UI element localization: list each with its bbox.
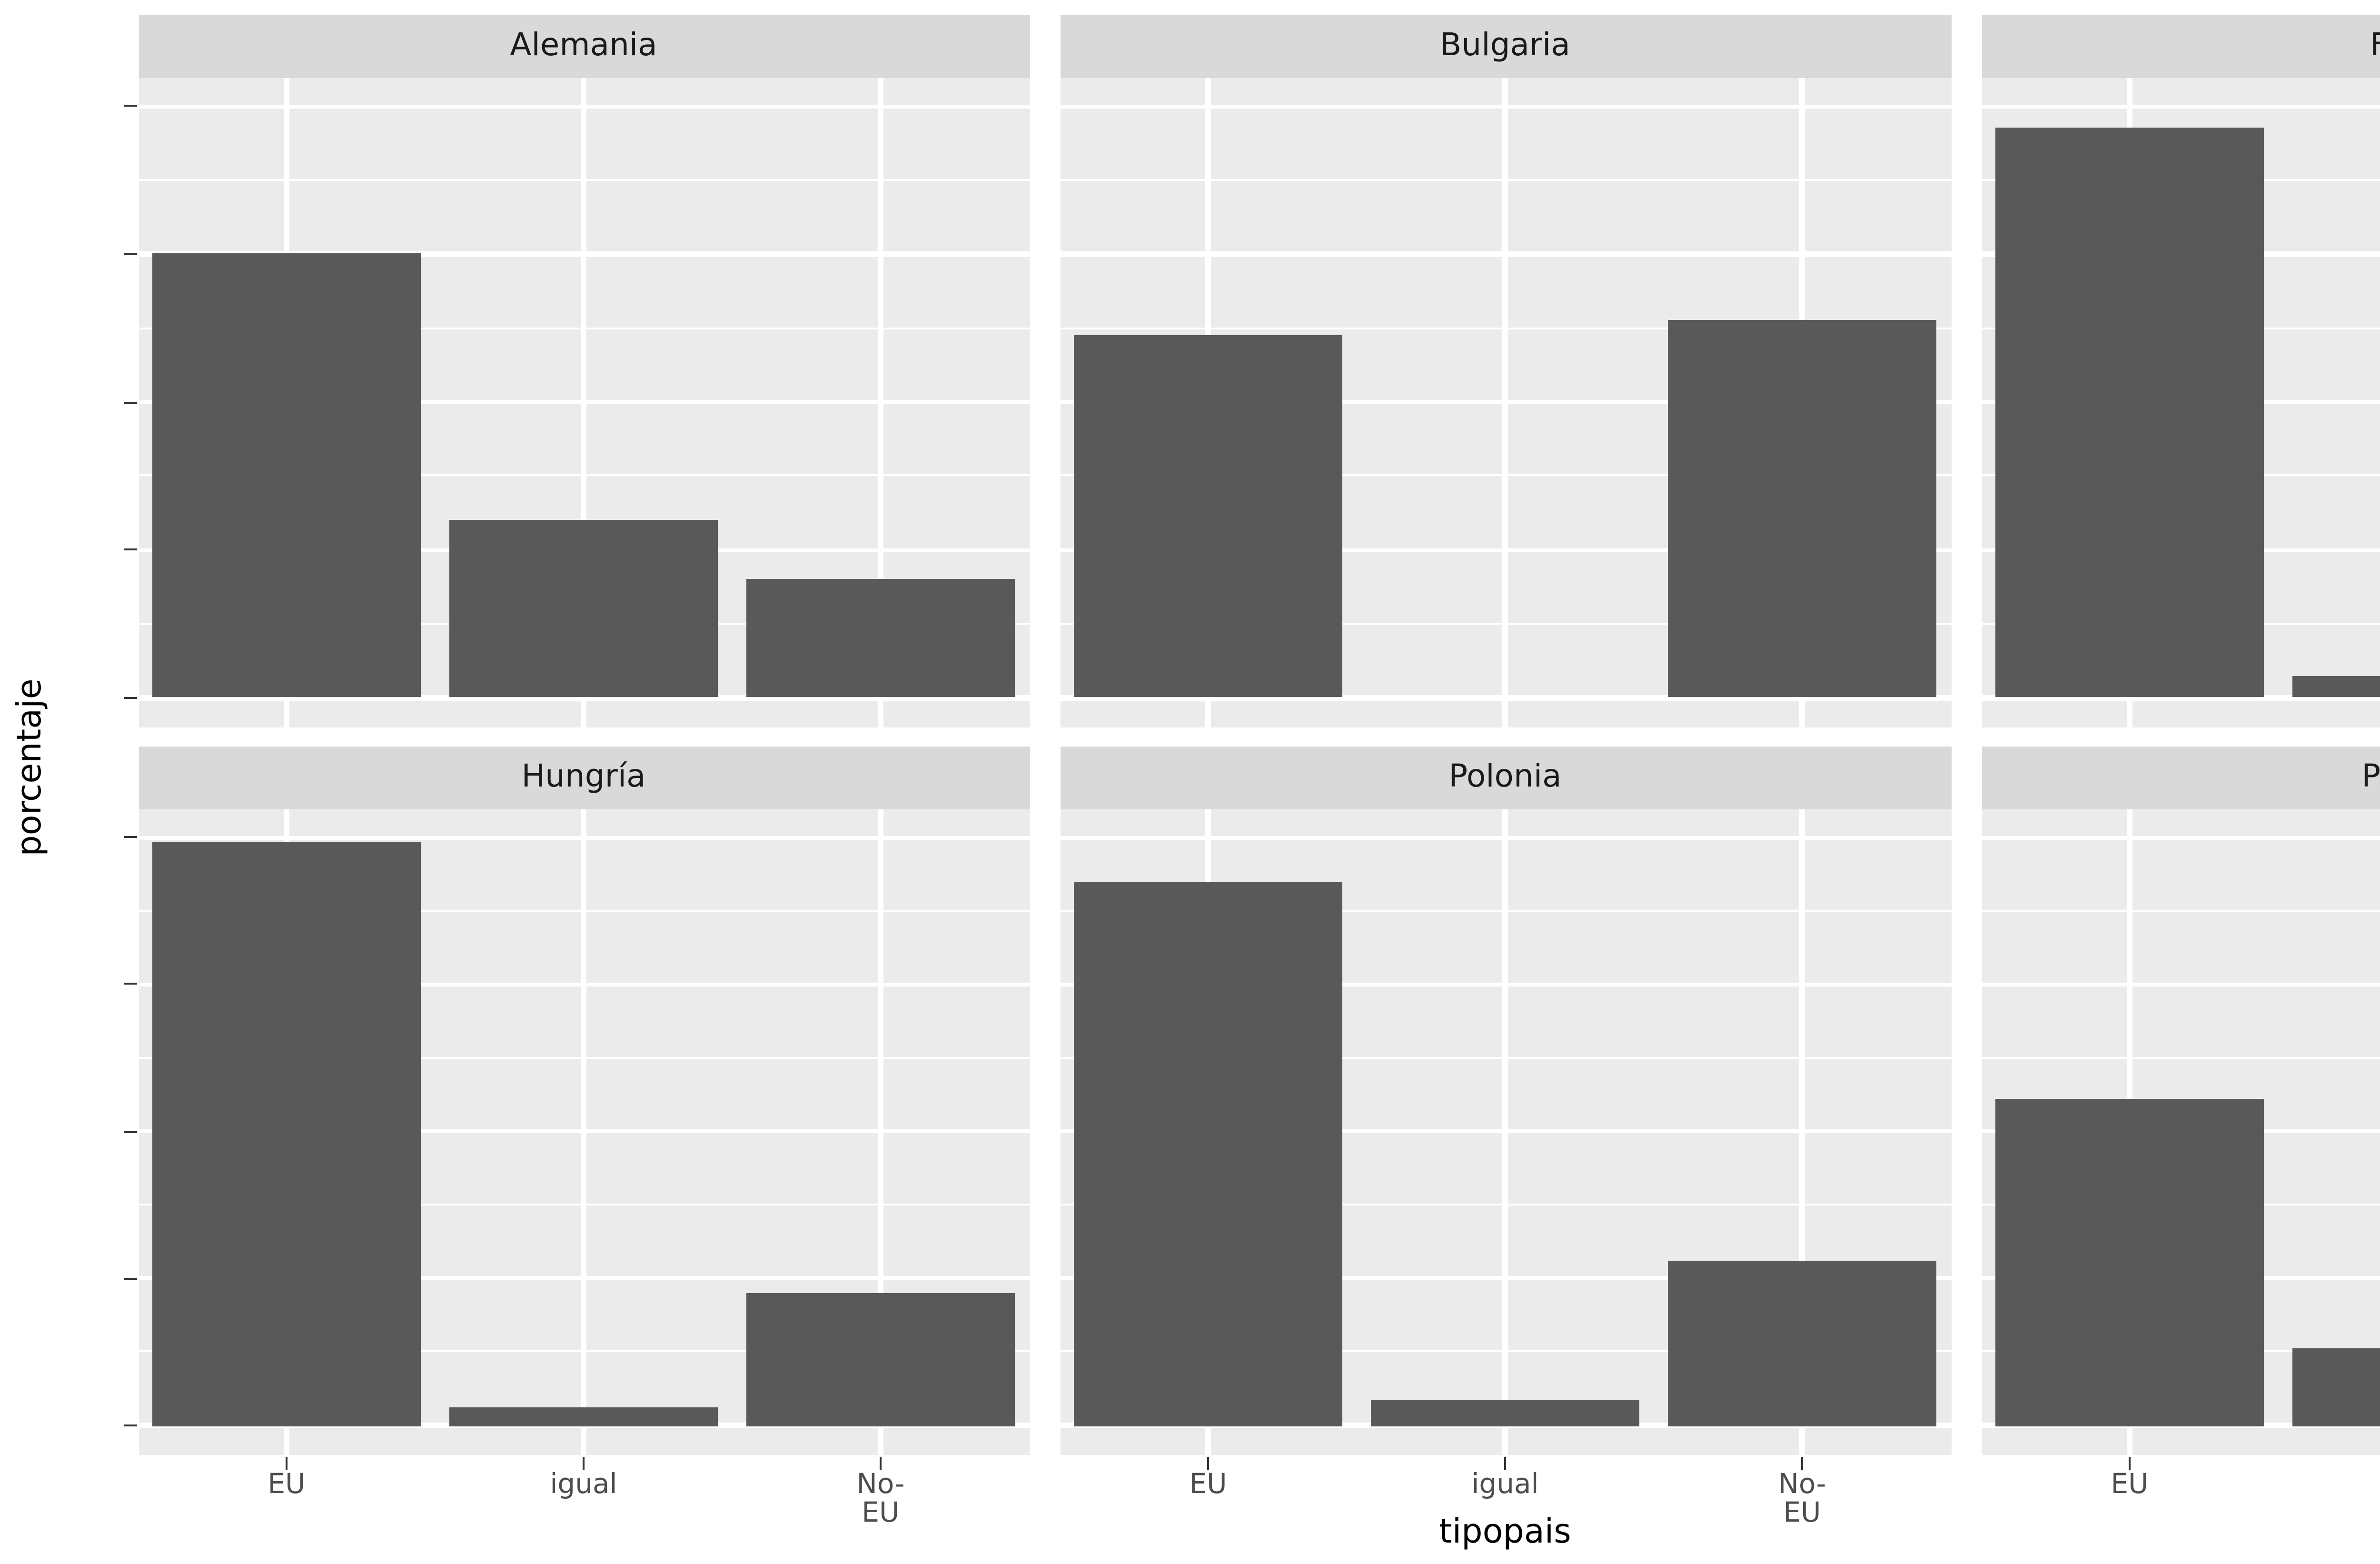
bar-igual [2293,1348,2380,1426]
x-tick-label: EU [2111,1470,2149,1501]
facet-title: Hungría [521,758,646,795]
facet-title: Alemania [510,27,657,63]
x-tick-mark [1504,1457,1507,1470]
facet-title: Bulgaria [1440,27,1570,63]
facet-title: Francia [2370,30,2380,62]
y-tick-mark [123,401,136,403]
x-tick-mark [1207,1457,1210,1470]
facet-title: Portugal [2361,758,2380,795]
y-tick-mark [123,1130,136,1133]
bar-no-eu [747,579,1014,698]
y-tick-mark [123,548,136,551]
facet-strip: Polonia [1060,747,1951,809]
bar-igual [2293,676,2380,698]
bar-igual [450,520,717,698]
facet-title: Polonia [1448,758,1562,795]
bar-eu [153,254,420,698]
x-tick-label: EU [1189,1470,1227,1501]
bar-eu [1074,335,1342,698]
panel [1060,809,1951,1455]
y-tick-mark [123,1277,136,1280]
y-tick-mark [123,983,136,986]
facet-strip: Hungría [138,747,1029,809]
x-tick-label: igual [1471,1470,1539,1501]
gridline-major-h [1981,1423,2380,1428]
gridline-major-v [878,809,883,1455]
x-tick-label: No-EU [1778,1470,1826,1528]
y-axis-title: porcentaje [12,677,50,856]
bar-no-eu [747,1293,1014,1426]
facet-strip: Francia [1981,15,2380,78]
x-tick-mark [879,1457,882,1470]
x-tick-mark [285,1457,288,1470]
bar-eu [1074,881,1342,1426]
facet-strip: Bulgaria [1060,15,1951,78]
x-tick-mark [2128,1457,2131,1470]
x-tick-label: igual [550,1470,617,1501]
gridline-major-h [1981,104,2380,109]
gridline-major-v [1503,809,1507,1455]
gridline-major-h [1981,982,2380,986]
bar-no-eu [1668,1260,1936,1426]
y-tick-mark [123,836,136,838]
x-axis-title: tipopais [1439,1514,1571,1552]
gridline-major-v [878,78,883,727]
panel [1060,78,1951,727]
facet-strip: Alemania [138,15,1029,78]
facet-strip: Portugal [1981,747,2380,809]
panel [138,78,1029,727]
y-tick-mark [123,1424,136,1427]
y-tick-mark [123,697,136,699]
bar-eu [153,841,420,1426]
panel [1981,78,2380,727]
x-tick-mark [582,1457,585,1470]
gridline-major-h [1981,835,2380,839]
gridline-major-h [1981,696,2380,700]
gridline-major-v [1503,78,1507,727]
gridline-major-v [581,809,586,1455]
x-tick-mark [1801,1457,1804,1470]
bar-eu [1996,1098,2263,1426]
panel [138,809,1029,1455]
gridline-minor-h [1981,909,2380,912]
bar-eu [1996,128,2263,698]
bar-igual [450,1407,717,1426]
gridline-major-v [1800,809,1805,1455]
y-tick-mark [123,253,136,256]
x-tick-label: EU [268,1470,306,1501]
bar-igual [1371,1400,1639,1426]
x-tick-label: No-EU [856,1470,905,1528]
gridline-major-v [581,78,586,727]
y-tick-mark [123,105,136,108]
panel [1981,809,2380,1455]
bar-no-eu [1668,320,1936,698]
gridline-minor-h [1981,1056,2380,1059]
